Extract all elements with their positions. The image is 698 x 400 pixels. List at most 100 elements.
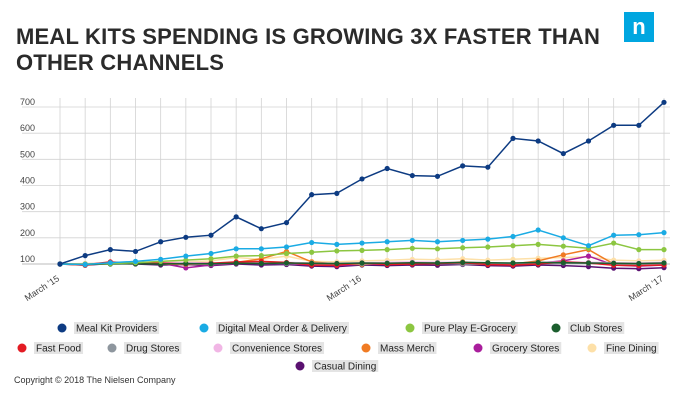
- series-digital-meal-order-delivery: [57, 227, 667, 268]
- axes: 100 200 300 400 500 600 700 March '15 March '16 M…: [20, 97, 670, 303]
- data-point: [585, 260, 592, 266]
- y-tick-label: 400: [20, 176, 35, 186]
- data-point: [208, 261, 214, 267]
- data-point: [636, 232, 642, 238]
- legend-label-bg: [312, 360, 379, 372]
- data-point: [661, 230, 667, 236]
- data-point: [334, 248, 340, 254]
- data-point: [409, 172, 415, 179]
- data-point: [409, 260, 415, 266]
- data-point: [334, 190, 340, 196]
- legend-item-meal-kit-providers: Meal Kit Providers: [57, 322, 160, 335]
- legend-label: Fast Food: [36, 344, 81, 355]
- data-point: [359, 240, 365, 246]
- data-point: [510, 135, 516, 141]
- series-club-stores: [57, 259, 667, 267]
- y-tick-label: 600: [20, 123, 35, 133]
- data-point: [283, 220, 290, 226]
- legend-label: Mass Merch: [380, 344, 434, 355]
- legend-label-bg: [230, 342, 325, 354]
- data-point: [258, 226, 264, 232]
- legend-item-casual-dining: Casual Dining: [295, 360, 379, 373]
- legend-marker: [213, 343, 223, 353]
- legend-label-bg: [216, 322, 349, 334]
- data-point: [208, 256, 214, 262]
- legend-marker: [473, 343, 483, 353]
- data-point: [611, 240, 617, 246]
- data-point: [585, 253, 592, 259]
- copyright-text: Copyright © 2018 The Nielsen Company: [14, 375, 176, 385]
- data-point: [485, 244, 491, 250]
- data-point: [359, 260, 365, 266]
- y-tick-label: 100: [20, 254, 35, 264]
- data-point: [82, 261, 88, 268]
- data-point: [560, 260, 566, 266]
- data-point: [460, 163, 466, 169]
- nielsen-logo-letter: n: [632, 14, 646, 39]
- legend: Meal Kit Providers Digital Meal Order & D…: [17, 322, 659, 373]
- legend-label-bg: [422, 322, 518, 334]
- data-point: [611, 260, 617, 266]
- data-point: [485, 260, 491, 266]
- data-point: [510, 243, 516, 249]
- legend-label: Drug Stores: [126, 344, 179, 355]
- data-point: [535, 259, 541, 266]
- data-point: [283, 260, 290, 266]
- legend-label: Casual Dining: [314, 362, 376, 373]
- legend-label: Digital Meal Order & Delivery: [218, 324, 347, 335]
- data-point: [233, 246, 239, 252]
- data-point: [183, 234, 189, 240]
- data-point: [510, 256, 516, 262]
- legend-marker: [295, 361, 305, 371]
- legend-label-bg: [74, 322, 160, 334]
- data-point: [611, 122, 617, 128]
- x-tick-label: March '15: [23, 273, 61, 303]
- data-point: [661, 247, 667, 253]
- data-point: [107, 260, 113, 266]
- legend-label-bg: [124, 342, 182, 354]
- data-point: [661, 260, 667, 266]
- legend-item-fine-dining: Fine Dining: [587, 342, 659, 355]
- data-point: [208, 250, 214, 257]
- legend-marker: [587, 343, 597, 353]
- data-point: [434, 173, 441, 179]
- data-point: [585, 243, 592, 249]
- data-point: [107, 247, 113, 253]
- data-point: [208, 232, 214, 238]
- data-point: [636, 247, 642, 253]
- data-point: [636, 260, 642, 267]
- x-tick-label: March '17: [627, 273, 665, 303]
- data-point: [510, 233, 516, 240]
- data-point: [258, 253, 264, 259]
- legend-item-drug-stores: Drug Stores: [107, 342, 182, 355]
- gridlines: [22, 98, 670, 264]
- legend-item-mass-merch: Mass Merch: [361, 342, 437, 355]
- legend-marker: [107, 343, 117, 353]
- data-point: [409, 245, 415, 251]
- data-point: [183, 253, 189, 259]
- data-point: [560, 235, 566, 241]
- data-point: [409, 237, 415, 244]
- data-point: [309, 260, 315, 266]
- data-point: [132, 258, 139, 264]
- legend-marker: [551, 323, 561, 333]
- legend-label: Club Stores: [570, 324, 622, 335]
- legend-label-bg: [378, 342, 437, 354]
- data-point: [535, 138, 541, 144]
- data-point: [233, 214, 239, 220]
- data-point: [384, 165, 390, 172]
- series-meal-kit-providers: [57, 99, 667, 267]
- legend-label-bg: [568, 322, 625, 334]
- data-point: [283, 244, 290, 250]
- legend-item-pure-play-e-grocery: Pure Play E-Grocery: [405, 322, 518, 335]
- data-point: [636, 122, 642, 128]
- y-tick-label: 200: [20, 228, 35, 238]
- nielsen-logo: n: [624, 12, 654, 42]
- data-point: [434, 239, 441, 245]
- data-point: [485, 164, 491, 170]
- y-tick-label: 300: [20, 202, 35, 212]
- data-point: [661, 99, 667, 105]
- legend-marker: [361, 343, 371, 353]
- data-point: [258, 246, 264, 252]
